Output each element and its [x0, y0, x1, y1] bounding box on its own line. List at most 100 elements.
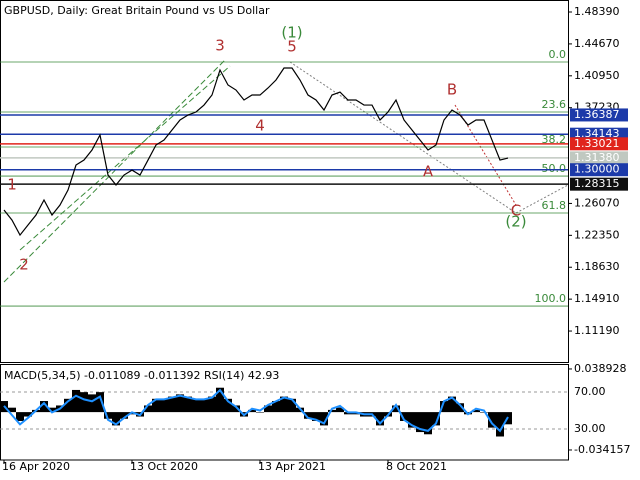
price-level-box	[570, 163, 628, 177]
macd-bar	[456, 403, 464, 413]
price-level-label: 1.28315	[574, 177, 620, 190]
y-tick-label: 1.40950	[574, 69, 620, 82]
price-level-label: 1.30000	[574, 163, 620, 176]
wave-label: (2)	[505, 213, 526, 231]
macd-bar	[272, 401, 280, 413]
price-level-label: 1.34143	[574, 127, 620, 140]
price-panel	[0, 0, 569, 363]
wave-label: 2	[19, 256, 29, 274]
channel-line	[3, 59, 226, 283]
wave-line	[454, 104, 517, 206]
macd-bar	[392, 405, 400, 413]
macd-bar	[224, 398, 232, 413]
wave-label: A	[423, 163, 434, 181]
y-tick-label: 1.22350	[574, 228, 620, 241]
price-level-box	[570, 177, 628, 191]
macd-bar	[168, 396, 176, 413]
y-tick-label: -0.034157	[574, 443, 630, 456]
y-tick-label: 1.11190	[574, 324, 620, 337]
macd-bar	[320, 412, 328, 426]
chart-title: GBPUSD, Daily: Great Britain Pound vs US…	[4, 4, 270, 17]
macd-bar	[440, 401, 448, 413]
macd-bar	[280, 396, 288, 413]
macd-bar	[144, 405, 152, 413]
price-level-box	[570, 137, 628, 151]
y-tick-label: 0.038928	[574, 362, 627, 375]
macd-bar	[8, 407, 16, 413]
price-line	[3, 67, 509, 237]
macd-bar	[400, 412, 408, 421]
x-tick-label: 8 Oct 2021	[386, 460, 447, 473]
macd-bar	[416, 412, 424, 433]
macd-bar	[432, 412, 440, 426]
wave-label: 1	[7, 175, 17, 193]
rsi-line	[3, 388, 509, 433]
wave-label: B	[447, 81, 457, 99]
fib-label: 38.2	[542, 133, 567, 146]
macd-bar	[152, 398, 160, 413]
macd-bar	[488, 412, 496, 428]
y-tick-label: 1.44670	[574, 37, 620, 50]
macd-bar	[184, 396, 192, 413]
macd-bar	[448, 396, 456, 413]
y-tick-label: 1.48390	[574, 5, 620, 18]
macd-bar	[496, 412, 504, 437]
fib-label: 61.8	[542, 199, 567, 212]
y-tick-label: 1.18630	[574, 260, 620, 273]
macd-bar	[200, 398, 208, 413]
fib-label: 0.0	[549, 48, 567, 61]
macd-bar	[208, 396, 216, 413]
wave-label: (1)	[281, 24, 302, 42]
macd-bar	[232, 405, 240, 413]
macd-bar	[216, 387, 224, 413]
wave-label: 5	[287, 37, 297, 55]
indicator-panel	[0, 364, 569, 461]
macd-bar	[160, 398, 168, 413]
x-tick-label: 13 Apr 2021	[258, 460, 326, 473]
macd-bar	[248, 409, 256, 413]
macd-bar	[80, 392, 88, 413]
indicator-title: MACD(5,34,5) -0.011089 -0.011392 RSI(14)…	[4, 369, 279, 382]
macd-bar	[312, 412, 320, 421]
macd-bar	[264, 405, 272, 413]
macd-bar	[112, 412, 120, 426]
wave-label: 4	[255, 116, 265, 134]
price-level-box	[570, 108, 628, 122]
fib-label: 50.0	[542, 162, 567, 175]
macd-bar	[288, 398, 296, 413]
wave-line	[289, 61, 517, 214]
macd-bar	[328, 409, 336, 413]
macd-bar	[16, 412, 24, 421]
fib-label: 23.6	[542, 98, 567, 111]
y-tick-label: 1.26070	[574, 196, 620, 209]
macd-bar	[376, 412, 384, 426]
macd-bar	[40, 401, 48, 413]
wave-label: C	[511, 202, 521, 220]
macd-bar	[96, 392, 104, 413]
macd-bar	[472, 409, 480, 413]
macd-bar	[64, 398, 72, 413]
fib-label: 100.0	[535, 292, 567, 305]
macd-bar	[48, 407, 56, 413]
x-tick-label: 16 Apr 2020	[2, 460, 70, 473]
macd-bar	[424, 412, 432, 435]
macd-bar	[256, 412, 264, 413]
y-tick-label: 1.14910	[574, 292, 620, 305]
y2-tick-label: 30.00	[574, 422, 606, 435]
price-level-label: 1.33021	[574, 137, 620, 150]
macd-bar	[192, 398, 200, 413]
wave-label: 3	[215, 36, 225, 54]
price-level-box	[570, 151, 628, 165]
price-level-label: 1.31380	[574, 151, 620, 164]
wave-line	[515, 184, 569, 214]
macd-bar	[24, 412, 32, 417]
macd-bar	[72, 389, 80, 413]
macd-bar	[88, 394, 96, 413]
macd-bar	[408, 412, 416, 428]
macd-bar	[176, 394, 184, 413]
macd-bar	[304, 412, 312, 419]
y2-tick-label: 70.00	[574, 385, 606, 398]
